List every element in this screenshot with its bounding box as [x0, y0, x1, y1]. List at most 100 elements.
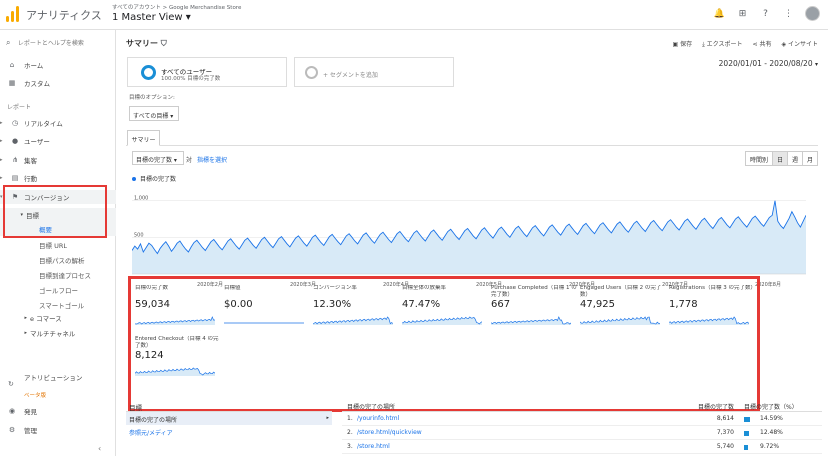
metric-card[interactable]: 目標値 $0.00: [224, 285, 310, 325]
sidebar-item-behavior[interactable]: ▸ ▤ 行動: [0, 171, 116, 185]
chevron-right-icon: ▸: [0, 120, 3, 126]
breadcrumb[interactable]: すべてのアカウント > Google Merchandise Store: [112, 5, 242, 11]
page-title: サマリー ⛉: [126, 38, 167, 49]
sidebar-item-label: カスタム: [24, 80, 50, 88]
sidebar-item-users[interactable]: ▸ ● ユーザー: [0, 134, 116, 148]
metric-sparkline: [580, 316, 660, 325]
segment-all-users[interactable]: すべてのユーザー 100.00% 目標の完了数: [127, 57, 287, 87]
sidebar-item-discover[interactable]: ◉ 発見: [0, 404, 116, 418]
table-row[interactable]: 1. /yourinfo.html 8,614 14.59%: [342, 412, 822, 426]
row-page-link[interactable]: /yourinfo.html: [357, 415, 400, 422]
save-button[interactable]: ▣ 保存: [672, 41, 693, 48]
insight-button[interactable]: ◈ インサイト: [781, 41, 818, 48]
metric-card[interactable]: Registrations（目標 3 の完了数） 1,778: [669, 285, 755, 325]
sidebar-item-home[interactable]: ⌂ ホーム: [0, 58, 116, 72]
y-tick-label: 500: [134, 232, 144, 238]
x-tick-label: 2020年3月: [290, 281, 316, 288]
sidebar-item-acquisition[interactable]: ▸ ⋔ 集客: [0, 153, 116, 167]
chevron-right-icon: ▸: [326, 415, 329, 421]
metric-value: 8,124: [135, 350, 164, 361]
view-selector[interactable]: 1 Master View ▾: [112, 12, 191, 23]
sidebar-item-realtime[interactable]: ▸ ◷ リアルタイム: [0, 116, 116, 130]
select-metric-link[interactable]: 指標を選択: [197, 157, 228, 164]
verified-shield-icon: ⛉: [160, 39, 167, 48]
sidebar-item-custom[interactable]: ▦ カスタム: [0, 76, 116, 90]
dimension-source-medium[interactable]: 参照元/メディア: [129, 430, 173, 437]
export-button[interactable]: ⤓ エクスポート: [702, 41, 743, 48]
sidebar-item-funnel[interactable]: 目標到達プロセス: [39, 272, 91, 280]
row-count: 7,370: [716, 429, 734, 436]
segment-title: すべてのユーザー: [161, 68, 213, 76]
metric-label: Registrations（目標 3 の完了数）: [669, 285, 755, 291]
table-row[interactable]: 2. /store.html/quickview 7,370 12.48%: [342, 426, 822, 440]
more-icon[interactable]: ⋮: [784, 8, 793, 19]
sidebar-item-goals[interactable]: ▾ 目標: [0, 208, 116, 222]
monthly-button[interactable]: 月: [801, 151, 818, 166]
collapse-chevron-icon[interactable]: ‹: [98, 444, 102, 453]
chevron-down-icon: ▾: [814, 61, 818, 68]
avatar[interactable]: [805, 6, 820, 21]
view-name: 1 Master View: [112, 12, 183, 23]
add-segment-button[interactable]: + セグメントを追加: [294, 57, 454, 87]
daily-button[interactable]: 日: [771, 151, 788, 166]
sidebar-item-admin[interactable]: ⚙ 管理: [0, 423, 116, 437]
row-index: 2.: [347, 429, 353, 436]
metrics-cards: 目標の完了数 59,034 目標値 $0.00 コンバージョン率 12.30% 目標全体の放…: [128, 276, 760, 412]
x-tick-label: 2020年6月: [569, 281, 595, 288]
main-content: サマリー ⛉ ▣ 保存 ⤓ エクスポート ⋖ 共有 ◈ インサイト すべてのユー…: [116, 30, 828, 456]
sidebar-item-smart-goals[interactable]: スマートゴール: [39, 302, 85, 310]
metric-card[interactable]: 目標全体の放棄率 47.47%: [402, 285, 488, 325]
metric-card[interactable]: Engaged Users（目標 2 の完了数） 47,925: [580, 285, 666, 325]
metric-card[interactable]: Entered Checkout（目標 4 の完了数） 8,124: [135, 336, 221, 376]
sidebar-item-label: マルチチャネル: [30, 330, 76, 338]
help-icon[interactable]: ?: [763, 8, 768, 19]
search-placeholder: レポートとヘルプを検索: [17, 40, 84, 47]
goal-option-select[interactable]: すべての目標 ▾: [129, 106, 179, 121]
sparkline-path: [491, 316, 571, 325]
action-toolbar: ▣ 保存 ⤓ エクスポート ⋖ 共有 ◈ インサイト: [673, 39, 818, 49]
sidebar-item-label: ユーザー: [24, 138, 50, 146]
metric-card[interactable]: 目標の完了数 59,034: [135, 285, 221, 325]
x-tick-label: 2020年7月: [662, 281, 688, 288]
lightbulb-icon: ◉: [8, 407, 16, 415]
chevron-down-icon: ▾: [0, 194, 3, 200]
sidebar-item-goal-url[interactable]: 目標 URL: [39, 242, 67, 250]
apps-icon[interactable]: ⊞: [738, 8, 747, 19]
metric-label: 目標の完了数: [135, 285, 169, 291]
tab-summary[interactable]: サマリー: [127, 130, 160, 146]
weekly-button[interactable]: 週: [786, 151, 803, 166]
metric-label: 目標全体の放棄率: [402, 285, 447, 291]
sparkline-area: [402, 317, 482, 325]
row-page-link[interactable]: /store.html: [357, 443, 390, 450]
sidebar-item-overview[interactable]: 概要: [0, 222, 116, 236]
sidebar-item-conversions[interactable]: ▾ ⚑ コンバージョン: [0, 190, 116, 204]
dimension-label: 目標の完了の場所: [129, 417, 178, 424]
metric-value: 1,778: [669, 299, 698, 310]
sidebar-item-reverse-goal-path[interactable]: 目標パスの解析: [39, 257, 85, 265]
bell-icon[interactable]: 🔔: [713, 8, 726, 19]
metric-card[interactable]: コンバージョン率 12.30%: [313, 285, 399, 325]
row-page-link[interactable]: /store.html/quickview: [357, 429, 422, 436]
search-input[interactable]: ⌕ レポートとヘルプを検索: [6, 38, 84, 48]
chevron-right-icon: ▸: [0, 157, 3, 163]
sidebar-item-label: e コマース: [30, 315, 62, 323]
dimension-goal-location[interactable]: 目標の完了の場所 ▸: [126, 412, 332, 425]
metric-sparkline: [669, 316, 749, 325]
metric-select[interactable]: 目標の完了数 ▾: [132, 151, 184, 165]
table-row[interactable]: 3. /store.html 5,740 9.72%: [342, 440, 822, 454]
series-area: [132, 200, 806, 274]
date-range-picker[interactable]: 2020/01/01 - 2020/08/20 ▾: [719, 59, 818, 68]
sidebar-item-multichannel[interactable]: ▸ マルチチャネル: [0, 326, 116, 340]
sidebar-item-ecommerce[interactable]: ▸ e コマース: [0, 311, 116, 325]
sparkline-path: [580, 316, 660, 325]
analytics-logo-icon[interactable]: [6, 6, 20, 22]
hourly-button[interactable]: 時間別: [744, 151, 773, 166]
row-index: 1.: [347, 415, 353, 422]
sidebar-item-goal-flow[interactable]: ゴールフロー: [39, 287, 78, 295]
share-button[interactable]: ⋖ 共有: [752, 41, 772, 48]
vs-label: 対: [186, 157, 193, 164]
metric-card[interactable]: Purchase Completed（目標 1 の完了数） 667: [491, 285, 577, 325]
segment-circle-icon: [141, 65, 156, 80]
chart-legend: 目標の完了数: [132, 174, 176, 183]
top-bar: アナリティクス すべてのアカウント > Google Merchandise S…: [0, 0, 828, 30]
